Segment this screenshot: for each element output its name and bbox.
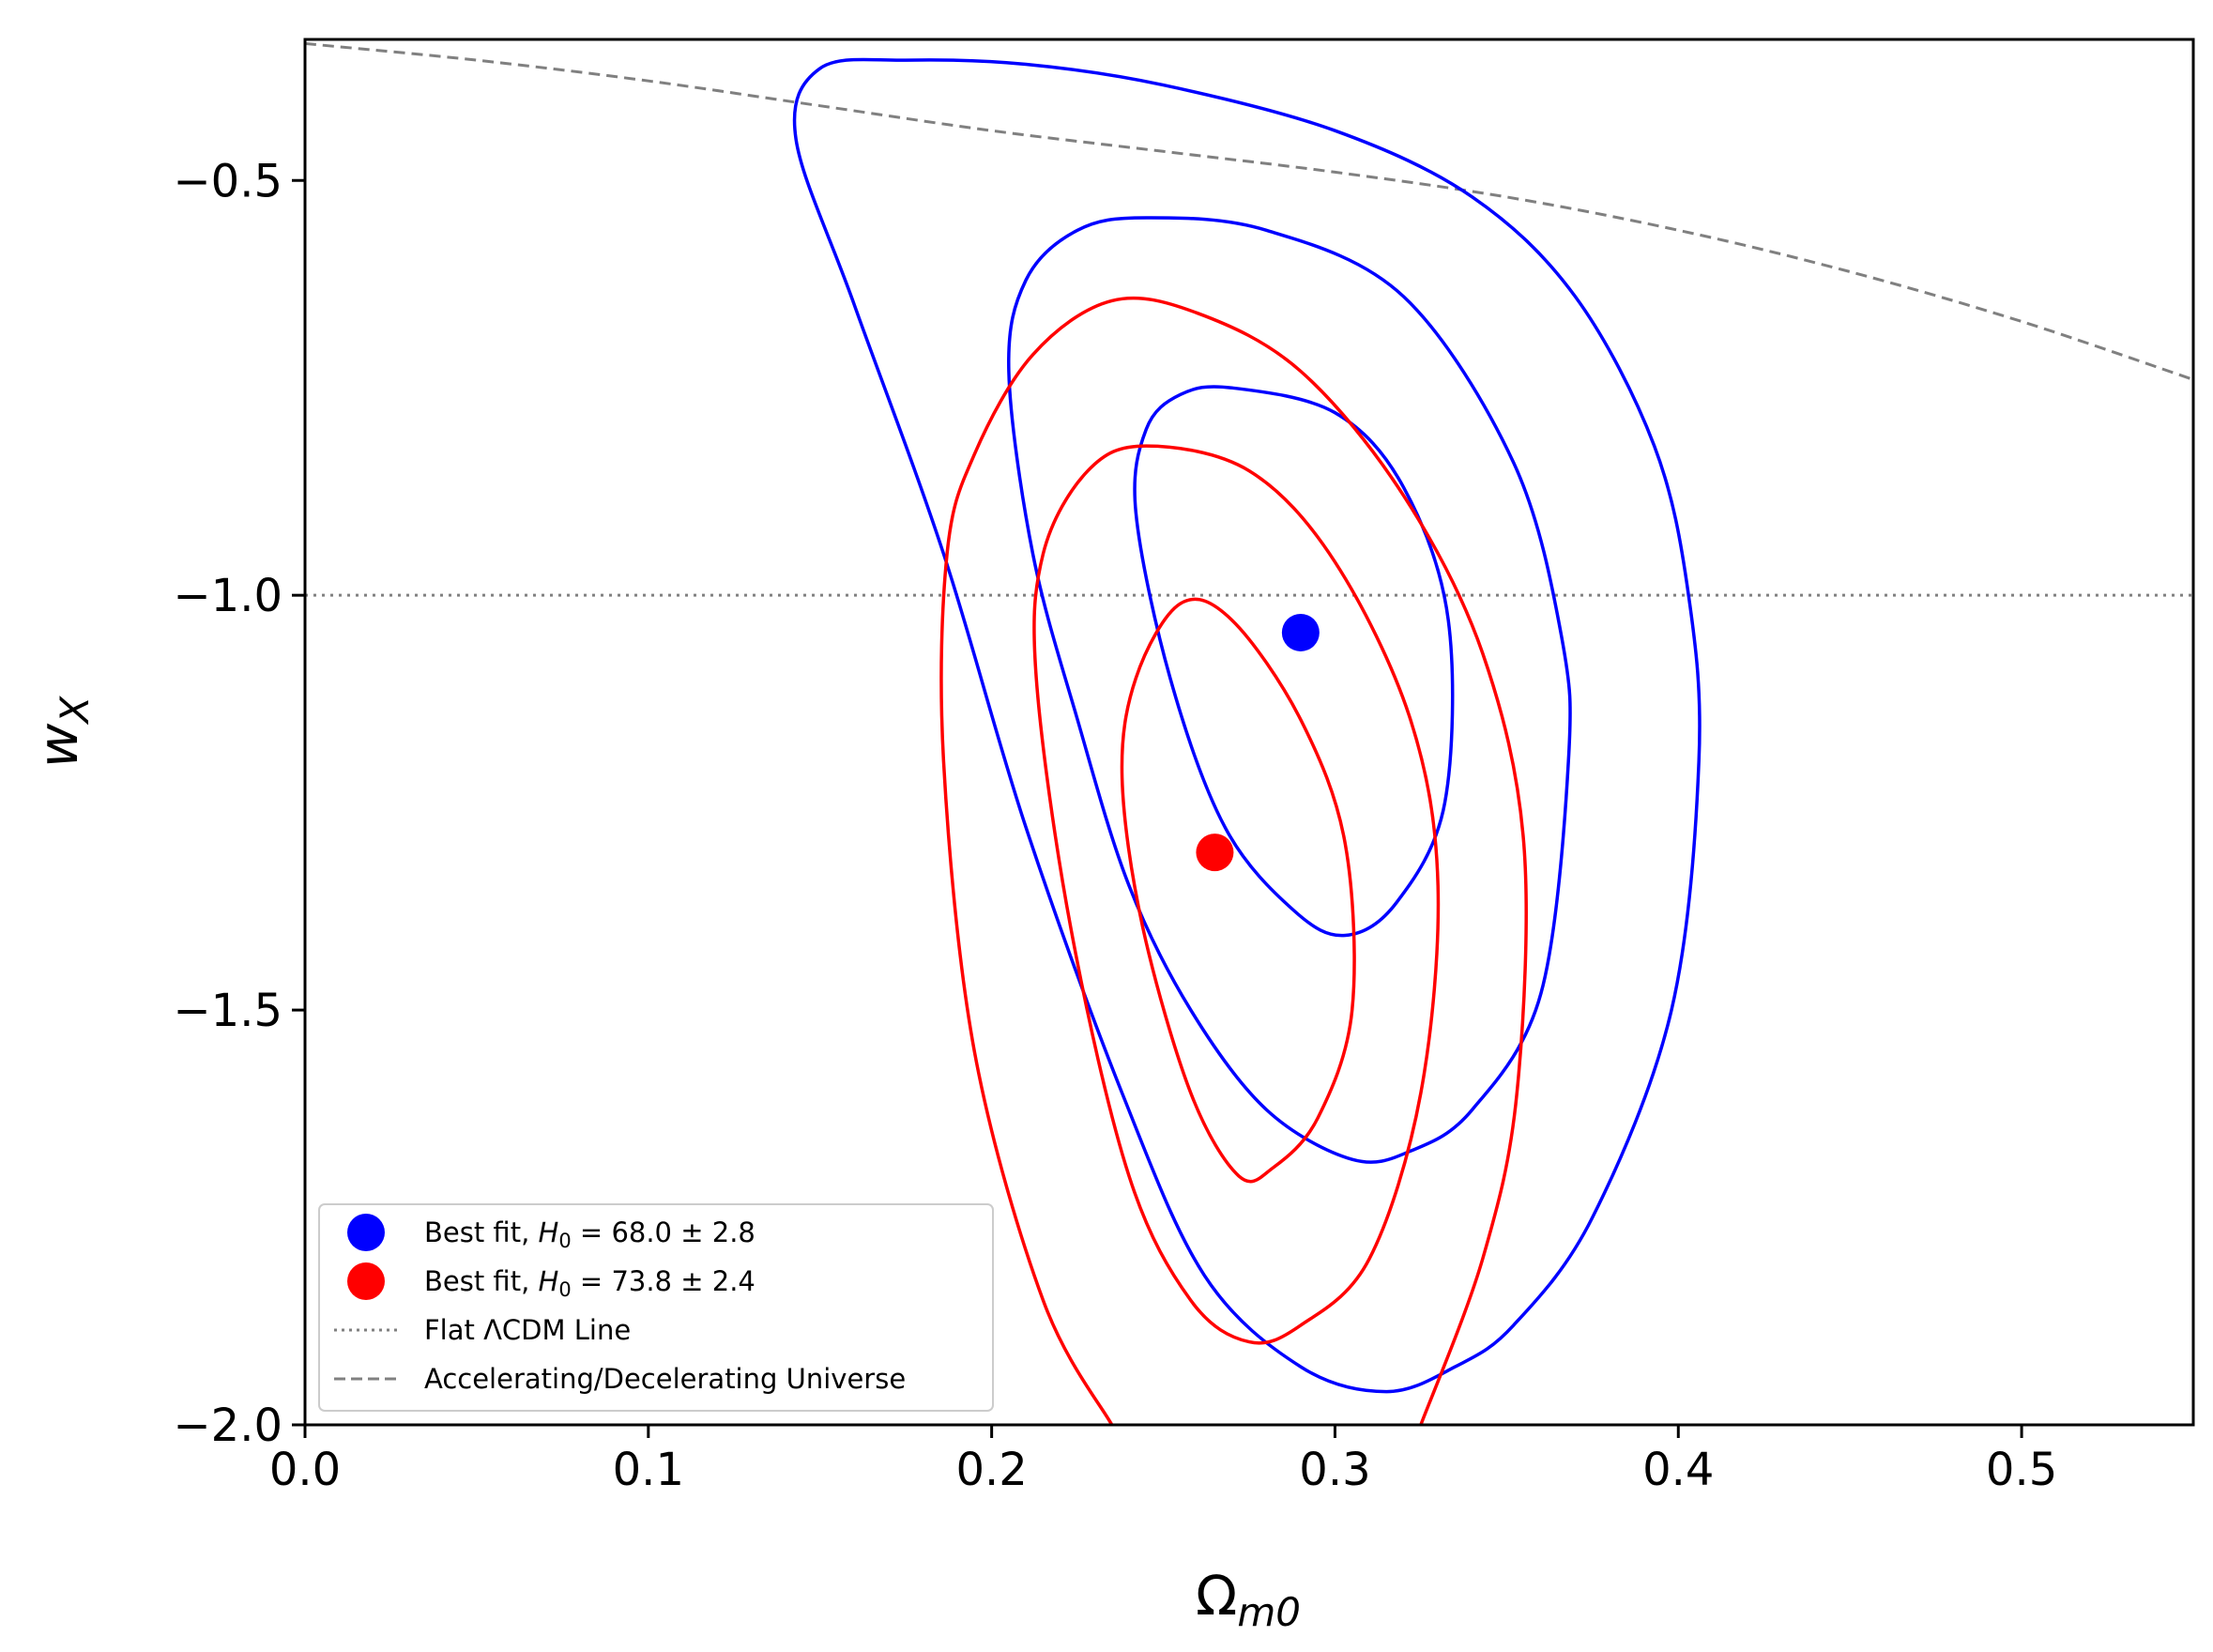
y-axis-label-main: w (26, 723, 90, 768)
x-tick-label: 0.4 (1642, 1444, 1714, 1496)
x-axis-label-sub: m0 (1237, 1589, 1301, 1635)
best-fit-point-1 (1196, 834, 1234, 872)
x-tick-label: 0.2 (955, 1444, 1027, 1496)
y-axis-label-sub: X (52, 696, 98, 726)
contour-red-1-sigma (1120, 597, 1356, 1184)
y-tick-label: −0.5 (173, 155, 282, 207)
y-tick-label: −1.0 (173, 570, 282, 622)
legend-box (318, 1203, 994, 1412)
plot-frame (303, 38, 2195, 1427)
x-tick-label: 0.5 (1986, 1444, 2057, 1496)
legend-marker-blue (347, 1214, 385, 1251)
accelerating-decelerating-line (305, 41, 2193, 381)
x-tick-label: 0.1 (613, 1444, 684, 1496)
x-axis-label-main: Ω (1196, 1564, 1237, 1628)
x-tick-label: 0.0 (269, 1444, 341, 1496)
y-tick-label: −1.5 (173, 985, 282, 1037)
legend-entry-flat-lcdm: Flat ΛCDM Line (424, 1314, 631, 1346)
legend-entry-best-fit-blue: Best fit, H0 = 68.0 ± 2.8 (424, 1216, 755, 1252)
contour-red-2-sigma (1032, 444, 1441, 1345)
legend: Best fit, H0 = 68.0 ± 2.8 Best fit, H0 =… (318, 1203, 994, 1412)
x-axis-label: Ωm0 (1196, 1564, 1301, 1635)
contour-blue-1-sigma (1133, 385, 1455, 938)
y-axis-ticks: −0.5 −1.0 −1.5 −2.0 (173, 155, 305, 1452)
reference-lines (305, 41, 2193, 597)
best-fit-points (1196, 613, 1320, 872)
contour-red-3-sigma (939, 296, 1528, 1425)
best-fit-point-0 (1281, 613, 1320, 651)
y-axis-label: wX (26, 696, 98, 768)
x-axis-ticks: 0.0 0.1 0.2 0.3 0.4 0.5 (269, 1425, 2057, 1496)
contour-blue-3-sigma (792, 57, 1702, 1394)
y-tick-label: −2.0 (173, 1400, 282, 1452)
contour-blue-2-sigma (1007, 216, 1572, 1164)
x-tick-label: 0.3 (1299, 1444, 1370, 1496)
legend-marker-red (347, 1262, 385, 1300)
contours (792, 57, 1702, 1425)
legend-entry-best-fit-red: Best fit, H0 = 73.8 ± 2.4 (424, 1265, 755, 1301)
legend-entry-accel-decel: Accelerating/Decelerating Universe (424, 1363, 906, 1395)
